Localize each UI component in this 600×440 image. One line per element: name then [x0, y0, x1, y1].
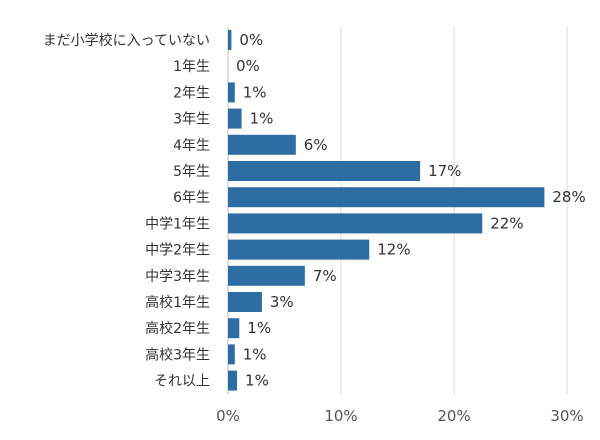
x-tick-label: 30%: [550, 407, 583, 425]
bar: [228, 161, 421, 181]
value-label: 3%: [270, 293, 294, 311]
x-tick-label: 0%: [216, 407, 240, 425]
category-label: 高校2年生: [145, 320, 210, 337]
value-label: 1%: [243, 345, 267, 363]
value-label: 1%: [245, 372, 269, 390]
x-tick-label: 10%: [324, 407, 357, 425]
value-label: 0%: [236, 57, 260, 75]
bar: [228, 134, 296, 155]
bar: [228, 30, 232, 50]
bar: [228, 265, 305, 286]
category-label: 中学2年生: [145, 243, 210, 259]
value-labels: 0% 0% 1% 1% 6% 17% 28% 22% 12% 7% 3% 1% 1% 1%: [236, 31, 586, 390]
category-label: 高校3年生: [145, 346, 210, 363]
category-label: 6年生: [173, 190, 210, 206]
bar: [228, 318, 240, 339]
category-label: 4年生: [173, 138, 210, 154]
x-axis-tick-labels: 0% 10% 20% 30%: [216, 407, 584, 425]
bar: [228, 344, 235, 365]
value-label: 1%: [250, 110, 274, 128]
gridlines: [227, 27, 568, 394]
value-label: 12%: [377, 241, 410, 259]
bar: [228, 187, 545, 208]
category-label: 3年生: [173, 112, 210, 128]
bar: [228, 370, 238, 391]
bar: [228, 82, 235, 103]
value-label: 1%: [243, 83, 267, 101]
category-label: まだ小学校に入っていない: [43, 32, 210, 49]
category-label: 5年生: [173, 164, 210, 180]
value-label: 1%: [247, 319, 271, 337]
category-label: 高校1年生: [145, 294, 210, 311]
category-label: 2年生: [173, 85, 210, 101]
value-label: 28%: [552, 188, 585, 206]
category-label: 中学1年生: [145, 216, 210, 232]
category-label: 中学3年生: [145, 269, 210, 285]
value-label: 0%: [239, 31, 263, 49]
value-label: 17%: [428, 162, 461, 180]
bar: [228, 108, 242, 129]
category-label: それ以上: [154, 374, 210, 390]
category-label: 1年生: [173, 59, 210, 75]
value-label: 22%: [490, 214, 523, 232]
category-labels: まだ小学校に入っていない 1年生 2年生 3年生 4年生 5年生 6年生中学1年生中学2年生…: [43, 32, 210, 390]
x-tick-label: 20%: [437, 407, 470, 425]
bars: [228, 30, 545, 391]
value-label: 7%: [313, 267, 337, 285]
bar: [228, 292, 262, 312]
bar: [228, 239, 370, 260]
value-label: 6%: [304, 136, 328, 154]
bar: [228, 213, 483, 234]
